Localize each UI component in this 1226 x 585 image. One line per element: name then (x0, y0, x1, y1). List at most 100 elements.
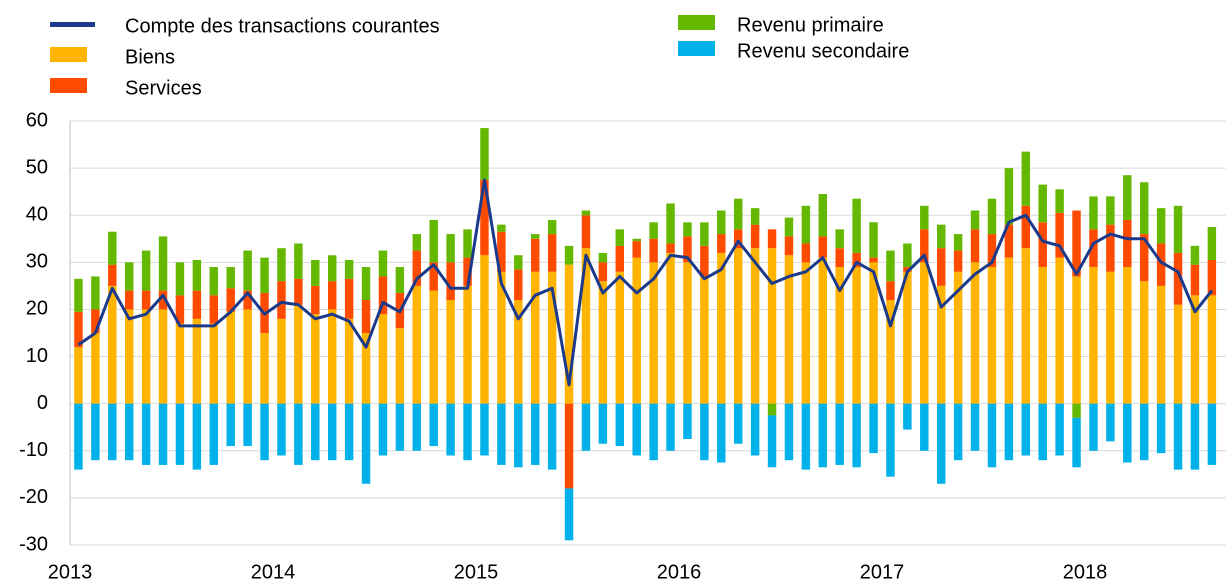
legend-swatch (50, 47, 87, 62)
bar (683, 222, 692, 237)
bar (74, 278, 83, 312)
x-tick-label: 2015 (454, 561, 499, 583)
bar (175, 323, 185, 404)
bar (243, 403, 252, 447)
bar (530, 234, 540, 239)
bar (801, 403, 811, 470)
line (77, 178, 1214, 387)
bar (649, 262, 658, 404)
bar (852, 403, 861, 468)
bar (1139, 403, 1149, 461)
legend-label: Revenu primaire (737, 14, 884, 36)
bar (649, 238, 658, 263)
bar (547, 219, 557, 235)
bar (277, 281, 286, 319)
bar (446, 403, 455, 456)
bar (175, 403, 185, 465)
bar (463, 229, 472, 258)
bar (74, 311, 83, 348)
bar (108, 264, 117, 286)
bar (463, 403, 472, 461)
bar (886, 250, 895, 282)
bar (1072, 417, 1081, 468)
bar (108, 285, 117, 404)
bar (1072, 276, 1081, 404)
legend-swatch (678, 41, 715, 56)
bar (683, 236, 692, 263)
bar (192, 259, 202, 291)
bar (378, 314, 388, 404)
bar (294, 403, 303, 465)
bar (700, 403, 709, 461)
bar (1190, 245, 1200, 265)
bar (294, 278, 303, 305)
bar (1021, 248, 1031, 404)
bar (615, 245, 625, 272)
bar (1173, 252, 1183, 305)
bar (1055, 257, 1064, 404)
bar (903, 267, 912, 272)
bar (1139, 182, 1149, 235)
bar (835, 267, 844, 404)
bar (717, 403, 726, 463)
bar (277, 403, 286, 456)
bar (547, 271, 557, 404)
bar (429, 403, 438, 447)
bar (1004, 403, 1014, 461)
bar (311, 285, 320, 315)
bar (903, 243, 912, 268)
bar (463, 257, 472, 286)
bar (852, 252, 861, 268)
bar (666, 243, 675, 253)
bar (886, 300, 895, 404)
bar (277, 248, 286, 282)
bar (683, 262, 692, 404)
x-tick-label: 2013 (48, 561, 93, 583)
bar (1038, 222, 1047, 268)
bar (243, 250, 252, 291)
y-tick-label: 30 (26, 251, 48, 273)
bar (344, 318, 354, 404)
bar (632, 403, 641, 456)
bar (632, 257, 641, 404)
bar (581, 210, 591, 216)
bar (446, 262, 455, 301)
bar (869, 262, 878, 404)
bar (514, 269, 523, 301)
bar (108, 231, 117, 265)
bar (936, 224, 946, 249)
bar (158, 403, 168, 465)
bar (1123, 175, 1132, 220)
y-tick-label: 40 (26, 204, 48, 226)
x-tick-label: 2017 (860, 561, 905, 583)
bar (920, 403, 929, 451)
bar (1072, 403, 1081, 418)
bar (260, 257, 269, 293)
bar (1207, 259, 1217, 296)
bar (1123, 403, 1132, 463)
bar (598, 252, 608, 263)
bar (666, 252, 675, 404)
bar (480, 255, 489, 404)
bar (1139, 234, 1149, 282)
bar (581, 248, 591, 404)
bar (327, 281, 337, 310)
bar (936, 285, 946, 404)
bar (903, 403, 912, 430)
bar (649, 222, 658, 239)
bar (412, 285, 422, 404)
y-tick-label: 0 (37, 392, 48, 414)
bar (294, 304, 303, 404)
bar (835, 248, 844, 268)
bar (936, 403, 946, 484)
bar (327, 309, 337, 404)
bar (784, 255, 794, 404)
bar (1038, 184, 1047, 223)
bar (91, 333, 100, 404)
bar (497, 231, 506, 272)
bar (311, 403, 320, 461)
bar (429, 290, 438, 404)
legend-label: Compte des transactions courantes (125, 15, 440, 37)
bar (717, 252, 726, 404)
